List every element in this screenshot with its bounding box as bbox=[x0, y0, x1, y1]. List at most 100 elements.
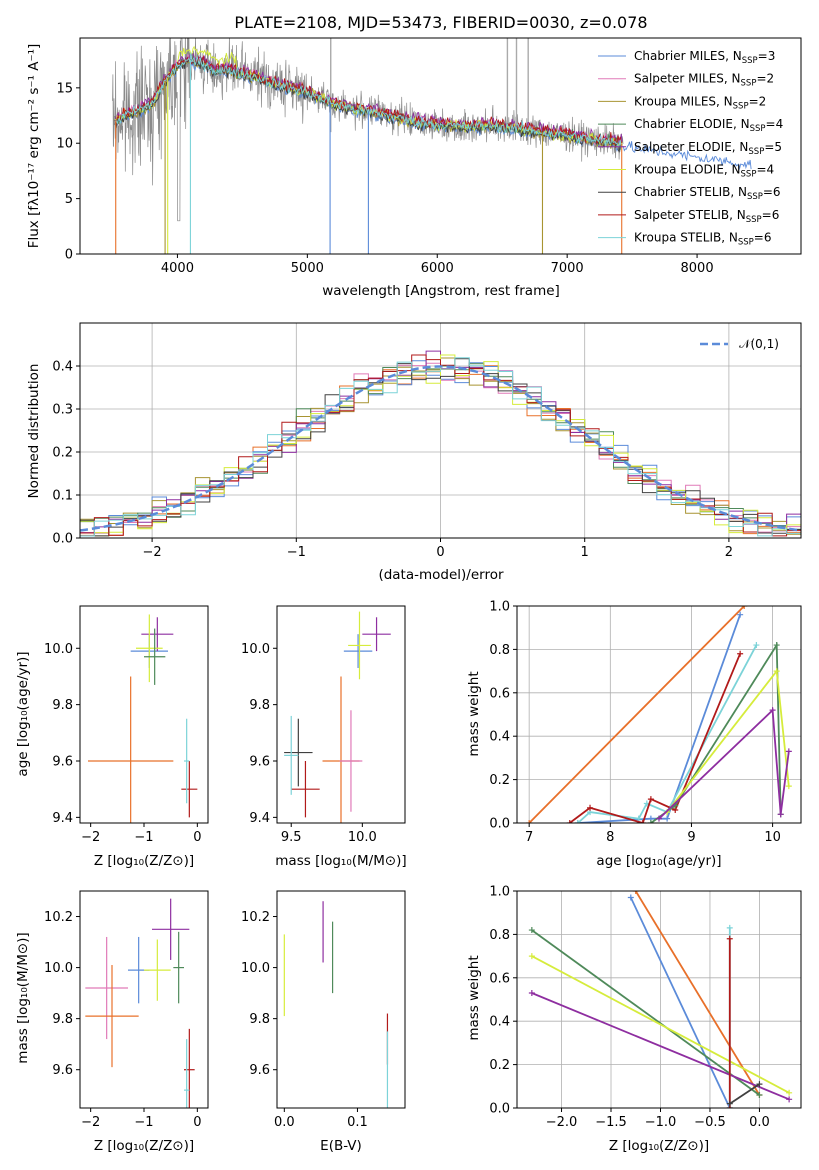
figure-title: PLATE=2108, MJD=53473, FIBERID=0030, z=0… bbox=[234, 13, 647, 32]
y-tick-label: 9.6 bbox=[52, 1063, 73, 1078]
y-tick-label: 10.0 bbox=[241, 961, 270, 976]
y-tick-label: 5 bbox=[65, 192, 73, 207]
mass-vs-ebv-panel: E(B-V) 0.0 0.1 9.6 9.8 10.0 10.2 bbox=[241, 890, 406, 1154]
x-tick-label: −2 bbox=[81, 830, 100, 845]
legend-label-text: Chabrier STELIB, N bbox=[634, 185, 747, 199]
legend-label-tail: =2 bbox=[756, 72, 774, 86]
mass-weight-point-marker bbox=[726, 935, 733, 942]
mass-weight-point-marker bbox=[756, 1081, 763, 1088]
mass-weight-series-line bbox=[577, 644, 758, 823]
y-tick-label: 9.4 bbox=[249, 811, 270, 826]
y-tick-label: 0.1 bbox=[52, 489, 73, 504]
mass-weight-point-marker bbox=[587, 804, 594, 811]
legend-label: Chabrier ELODIE, NSSP=4 bbox=[634, 117, 783, 134]
plot-marks bbox=[526, 606, 792, 823]
x-tick-label: 9 bbox=[687, 830, 695, 845]
legend-label-subscript: SSP bbox=[738, 238, 754, 248]
y-tick-label: 0.4 bbox=[489, 1015, 510, 1030]
mass-weight-point-marker bbox=[528, 989, 535, 996]
model-spectrum-line bbox=[114, 52, 623, 146]
x-tick-label: 4000 bbox=[161, 261, 194, 276]
legend-label: 𝒩(0,1) bbox=[739, 337, 779, 351]
mass-weight-point-marker bbox=[737, 611, 744, 618]
axes-frame bbox=[276, 890, 406, 1109]
legend-label-text: Kroupa ELODIE, N bbox=[634, 163, 741, 177]
axes-frame bbox=[79, 37, 802, 255]
mass-weight-point-marker bbox=[528, 927, 535, 934]
x-tick-label: 0.0 bbox=[749, 1115, 770, 1130]
legend-label-text: Kroupa MILES, N bbox=[634, 94, 733, 108]
spectrum-y-axis-label: Flux [fλ10⁻¹⁷ erg cm⁻² s⁻¹ A⁻¹] bbox=[26, 44, 42, 249]
mwz-y-axis-label: mass weight bbox=[466, 955, 482, 1040]
legend-label: Chabrier STELIB, NSSP=6 bbox=[634, 185, 781, 202]
y-tick-label: 0.6 bbox=[489, 971, 510, 986]
legend-label-subscript: SSP bbox=[742, 56, 758, 66]
mass-weight-point-marker bbox=[769, 707, 776, 714]
legend-label-tail: =6 bbox=[763, 185, 781, 199]
axes-frame bbox=[79, 322, 802, 539]
massz-y-axis-label: mass [log₁₀(M/M⊙)] bbox=[15, 932, 31, 1063]
y-tick-label: 0.6 bbox=[489, 686, 510, 701]
x-tick-label: 8 bbox=[606, 830, 614, 845]
mass-weight-point-marker bbox=[639, 820, 646, 823]
mass-weight-point-marker bbox=[773, 642, 780, 649]
axes-frame bbox=[516, 605, 802, 824]
y-tick-label: 9.8 bbox=[249, 698, 270, 713]
y-tick-label: 0.4 bbox=[489, 730, 510, 745]
y-tick-label: 0.3 bbox=[52, 403, 73, 418]
legend-label-subscript: SSP bbox=[741, 170, 757, 180]
legend-label-text: Salpeter ELODIE, N bbox=[634, 140, 748, 154]
x-tick-label: −1 bbox=[287, 545, 306, 560]
mwage-x-axis-label: age [log₁₀(age/yr)] bbox=[596, 853, 721, 869]
x-tick-label: 9.5 bbox=[281, 830, 302, 845]
hist-x-axis-label: (data-model)/error bbox=[378, 567, 504, 583]
mass-weight-point-marker bbox=[632, 891, 639, 894]
y-tick-label: 9.4 bbox=[52, 811, 73, 826]
mass-weight-point-marker bbox=[647, 820, 654, 823]
legend-label-text: Chabrier ELODIE, N bbox=[634, 117, 750, 131]
plot-marks bbox=[88, 614, 198, 823]
mass-weight-series-line bbox=[528, 606, 745, 823]
legend-label: Chabrier MILES, NSSP=3 bbox=[634, 49, 775, 66]
mwage-y-axis-label: mass weight bbox=[466, 671, 482, 756]
x-tick-label: 2 bbox=[725, 545, 733, 560]
x-tick-label: −0.5 bbox=[694, 1115, 726, 1130]
agez-y-axis-label: age [log₁₀(age/yr)] bbox=[15, 651, 31, 776]
model-spectrum-line bbox=[114, 52, 623, 148]
mass-weight-series-line bbox=[634, 891, 761, 1096]
legend-label: Kroupa STELIB, NSSP=6 bbox=[634, 231, 772, 248]
legend-label-subscript: SSP bbox=[733, 101, 749, 111]
axes-frame bbox=[276, 605, 406, 824]
y-tick-label: 9.6 bbox=[249, 1063, 270, 1078]
legend-label: Salpeter MILES, NSSP=2 bbox=[634, 72, 774, 89]
mass-weight-point-marker bbox=[785, 783, 792, 790]
y-tick-label: 0.2 bbox=[52, 446, 73, 461]
mass-weight-point-marker bbox=[647, 796, 654, 803]
age-vs-mass-panel: mass [log₁₀(M/M⊙)] 9.5 10.0 9.4 9.6 9.8 10.0 bbox=[241, 605, 407, 869]
mass-weight-point-marker bbox=[574, 820, 581, 823]
axes-frame bbox=[516, 890, 802, 1109]
mass-weight-point-marker bbox=[756, 1091, 763, 1098]
legend-label-text: Salpeter MILES, N bbox=[634, 72, 741, 86]
spectrum-panel: wavelength [Angstrom, rest frame] Flux [… bbox=[26, 37, 802, 299]
plot-marks bbox=[85, 898, 195, 1108]
histogram-step-line bbox=[80, 357, 801, 537]
y-tick-label: 0.8 bbox=[489, 643, 510, 658]
massebv-x-axis-label: E(B-V) bbox=[320, 1138, 362, 1154]
mass-weight-point-marker bbox=[777, 811, 784, 818]
x-tick-label: −1.5 bbox=[595, 1115, 627, 1130]
massweight-vs-age-panel: age [log₁₀(age/yr)] mass weight 7 8 9 10 0.0… bbox=[466, 600, 802, 869]
mass-weight-point-marker bbox=[741, 606, 748, 609]
mass-weight-series-line bbox=[531, 992, 790, 1101]
y-tick-label: 10.0 bbox=[241, 642, 270, 657]
legend-label-subscript: SSP bbox=[750, 124, 766, 134]
plot-marks bbox=[112, 38, 752, 254]
mass-weight-point-marker bbox=[664, 815, 671, 822]
x-tick-label: 5000 bbox=[291, 261, 324, 276]
massz-x-axis-label: Z [log₁₀(Z/Z⊙)] bbox=[94, 1138, 194, 1154]
y-tick-label: 9.6 bbox=[52, 755, 73, 770]
plot-marks bbox=[528, 891, 793, 1108]
y-tick-label: 1.0 bbox=[489, 885, 510, 900]
legend-label-subscript: SSP bbox=[748, 147, 764, 157]
